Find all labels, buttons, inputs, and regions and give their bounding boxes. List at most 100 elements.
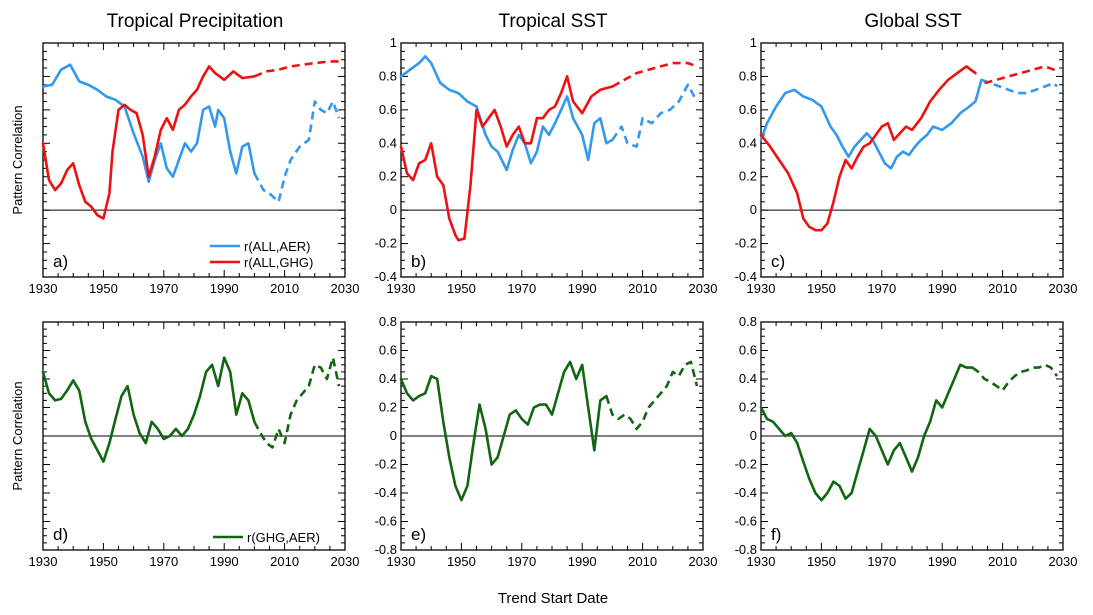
x-tick-label: 1950 <box>807 281 836 296</box>
xlabel: Trend Start Date <box>498 590 608 607</box>
y-tick-label: -0.8 <box>375 542 397 557</box>
y-tick-label: 1 <box>390 35 397 50</box>
y-tick-label: 0.2 <box>379 400 397 415</box>
x-tick-label: 1990 <box>928 281 957 296</box>
x-tick-label: 1930 <box>387 554 416 569</box>
series-line-rallghg <box>399 75 614 242</box>
y-tick-label: 0.6 <box>739 343 757 358</box>
panel-d: 1930 1950 1970 1990 2010 2030 d) <box>29 321 360 569</box>
series-line-rghgaer <box>759 363 974 502</box>
y-tick-label: -0.6 <box>735 514 757 529</box>
panel-label-c: c) <box>771 252 785 271</box>
y-tick-label: 0.8 <box>739 314 757 329</box>
series-line-rallaer-dashed <box>611 83 699 148</box>
panel-b: 1930 1950 1970 1990 2010 2030 -0.4 -0.2 0 0.2 0.4 0… <box>375 35 718 296</box>
x-tick-label: 2030 <box>1049 281 1078 296</box>
x-tick-label: 2010 <box>628 554 657 569</box>
y-tick-label: 0.6 <box>379 102 397 117</box>
x-tick-label: 2030 <box>331 281 360 296</box>
y-tick-label: 0.4 <box>379 135 397 150</box>
series-line-rallaer-dashed <box>981 78 1058 95</box>
ylabel-bottom: Pattern Correlation <box>10 381 25 490</box>
series-line-rallghg-dashed <box>253 60 339 78</box>
panel-label-b: b) <box>411 252 426 271</box>
y-tick-label: 0.4 <box>739 135 757 150</box>
x-tick-label: 1970 <box>507 281 536 296</box>
x-tick-label: 1930 <box>747 554 776 569</box>
y-tick-label: 0.2 <box>739 169 757 184</box>
x-tick-label: 2010 <box>270 281 299 296</box>
x-tick-label: 1970 <box>867 281 896 296</box>
y-tick-label: 0.6 <box>379 343 397 358</box>
x-tick-label: 1990 <box>568 281 597 296</box>
series-line-rallghg-dashed <box>984 65 1058 85</box>
series-line-rallaer <box>399 55 614 172</box>
y-tick-label: 0.8 <box>379 68 397 83</box>
ylabel-top: Pattern Correlation <box>10 105 25 214</box>
y-tick-label: 0.8 <box>739 68 757 83</box>
y-tick-label: 0.2 <box>739 400 757 415</box>
x-tick-label: 2010 <box>270 554 299 569</box>
x-tick-label: 1970 <box>149 281 178 296</box>
y-tick-label: 1 <box>750 35 757 50</box>
panel-label-e: e) <box>411 525 426 544</box>
x-tick-label: 1950 <box>447 554 476 569</box>
x-tick-label: 1950 <box>89 554 118 569</box>
y-tick-label: 0 <box>750 428 757 443</box>
x-tick-label: 1970 <box>149 554 178 569</box>
series-line-rallaer-dashed <box>253 100 341 204</box>
x-tick-label: 1930 <box>747 281 776 296</box>
panel-label-d: d) <box>53 525 68 544</box>
y-tick-label: 0 <box>390 202 397 217</box>
panel-f: 1930 1950 1970 1990 2010 2030 -0.8 -0.6 -0.4 -0.2… <box>735 314 1078 569</box>
title-tropical-precipitation: Tropical Precipitation <box>107 11 284 32</box>
x-tick-label: 1970 <box>507 554 536 569</box>
x-tick-label: 1990 <box>928 554 957 569</box>
x-tick-label: 1950 <box>807 554 836 569</box>
y-tick-label: -0.4 <box>375 269 397 284</box>
x-tick-label: 1990 <box>568 554 597 569</box>
x-tick-label: 2010 <box>988 554 1017 569</box>
y-tick-label: -0.4 <box>375 485 397 500</box>
series-line-rghgaer <box>41 356 256 463</box>
x-tick-label: 2010 <box>988 281 1017 296</box>
panel-label-a: a) <box>53 252 68 271</box>
x-tick-label: 2030 <box>331 554 360 569</box>
panel-c: 1930 1950 1970 1990 2010 2030 -0.4 -0.2 0 0.2 0.4 0… <box>735 35 1078 296</box>
x-tick-label: 2030 <box>689 554 718 569</box>
x-tick-label: 1970 <box>867 554 896 569</box>
x-tick-label: 1930 <box>387 281 416 296</box>
panel-e: 1930 1950 1970 1990 2010 2030 -0.8 -0.6 -0.4 -0.2… <box>375 314 718 569</box>
title-tropical-sst: Tropical SST <box>498 11 607 32</box>
x-tick-label: 2030 <box>1049 554 1078 569</box>
legend-label-aer: r(ALL,AER) <box>244 239 310 254</box>
y-tick-label: 0.8 <box>379 314 397 329</box>
series-line-rghgaer <box>399 360 608 502</box>
y-tick-label: -0.2 <box>735 236 757 251</box>
x-tick-label: 2010 <box>628 281 657 296</box>
panel-label-f: f) <box>771 525 781 544</box>
plot-frame <box>760 42 1064 278</box>
y-tick-label: 0.6 <box>739 102 757 117</box>
x-tick-label: 1990 <box>210 281 239 296</box>
y-tick-label: 0 <box>750 202 757 217</box>
series-line-rghgaer-dashed <box>253 356 341 449</box>
series-line-rallaer <box>41 63 256 183</box>
x-tick-label: 1950 <box>89 281 118 296</box>
title-global-sst: Global SST <box>864 11 962 32</box>
series-line-rallghg <box>759 65 977 232</box>
x-tick-label: 1930 <box>29 281 58 296</box>
series-line-rallghg-dashed <box>611 61 698 88</box>
x-tick-label: 1950 <box>447 281 476 296</box>
y-tick-label: 0.4 <box>739 371 757 386</box>
series-line-rghgaer-dashed <box>605 360 699 431</box>
y-tick-label: -0.8 <box>735 542 757 557</box>
y-tick-label: 0.2 <box>379 169 397 184</box>
y-tick-label: -0.2 <box>375 236 397 251</box>
y-tick-label: 0 <box>390 428 397 443</box>
y-tick-label: -0.4 <box>735 485 757 500</box>
legend-label-ghg: r(ALL,GHG) <box>244 255 313 270</box>
x-tick-label: 2030 <box>689 281 718 296</box>
y-tick-label: -0.2 <box>375 457 397 472</box>
